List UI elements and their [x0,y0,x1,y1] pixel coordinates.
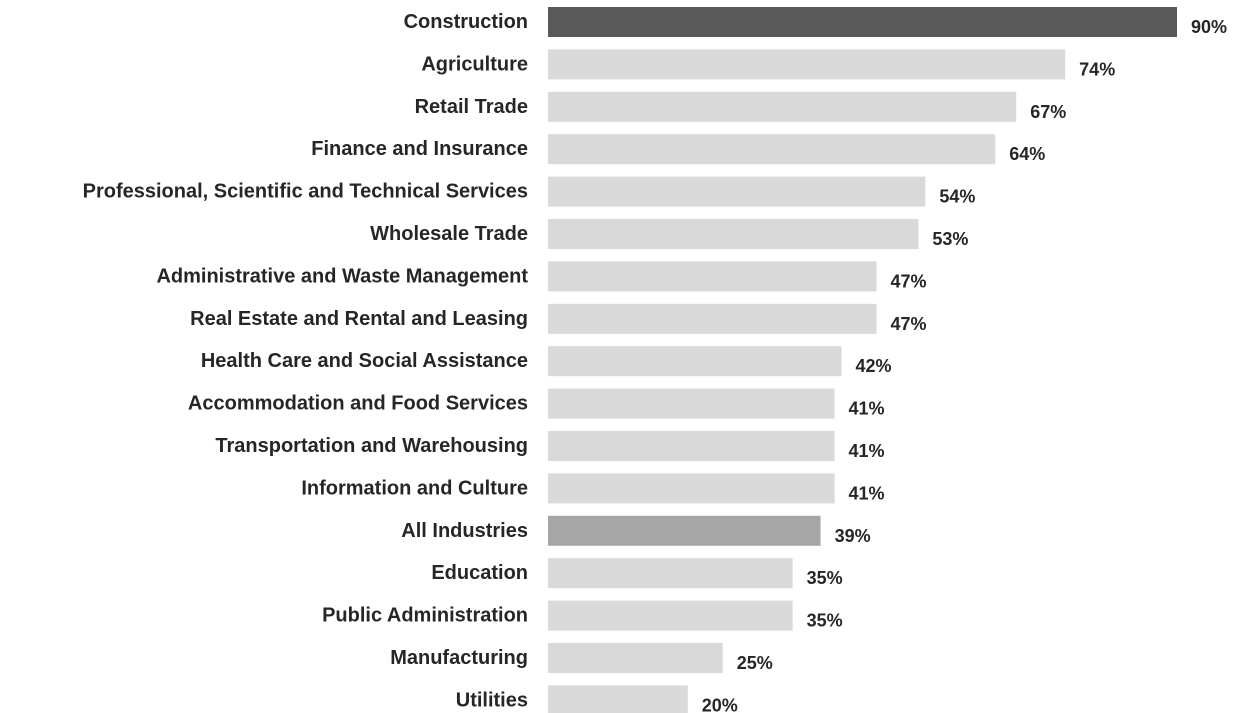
bar-row: Transportation and Warehousing 41% [215,431,885,461]
bar [548,219,919,249]
bar-row: Finance and Insurance 64% [311,134,1045,165]
bar-row: Education 35% [431,558,843,589]
bar [548,176,926,207]
bar-row: All Industries 39% [401,515,871,546]
bar-row: Utilities 20% [456,685,738,713]
bar [548,346,842,377]
category-label: Agriculture [421,53,528,75]
category-label: Education [431,562,528,584]
category-label: Utilities [456,689,528,711]
bar [548,685,688,713]
bar [548,7,1177,37]
bar-row: Information and Culture 41% [301,473,885,504]
bar-row: Real Estate and Rental and Leasing 47% [190,303,927,334]
bar [548,388,835,419]
bar-row: Wholesale Trade 53% [370,219,968,249]
category-label: Wholesale Trade [370,223,528,245]
category-label: Administrative and Waste Management [156,265,528,287]
bar-row: Professional, Scientific and Technical S… [83,176,975,207]
category-label: Retail Trade [415,96,528,118]
category-label: Finance and Insurance [311,138,528,160]
value-label: 20% [702,695,738,713]
category-label: Public Administration [322,605,528,627]
value-label: 64% [1009,144,1045,164]
bar-row: Retail Trade 67% [415,91,1066,122]
category-label: Real Estate and Rental and Leasing [190,308,528,330]
bar [548,261,877,292]
value-label: 35% [807,568,843,588]
value-label: 74% [1079,59,1115,79]
bar [548,303,877,334]
bar-row: Administrative and Waste Management 47% [156,261,927,292]
value-label: 67% [1030,102,1066,122]
bar-row: Construction 90% [404,7,1227,37]
bar-row: Public Administration 35% [322,600,843,631]
category-label: Construction [404,11,528,33]
value-label: 41% [849,483,885,503]
category-label: Manufacturing [390,647,528,669]
category-label: Professional, Scientific and Technical S… [83,181,528,203]
value-label: 35% [807,611,843,631]
bar [548,49,1066,80]
category-label: Accommodation and Food Services [188,393,528,415]
value-label: 53% [932,229,968,249]
value-label: 25% [737,653,773,673]
category-label: Health Care and Social Assistance [201,350,528,372]
bar [548,600,793,631]
value-label: 54% [939,187,975,207]
category-label: Information and Culture [301,477,528,499]
bar-row: Manufacturing 25% [390,643,773,673]
category-label: All Industries [401,520,528,542]
value-label: 41% [849,399,885,419]
bar [548,473,835,504]
category-label: Transportation and Warehousing [215,435,528,457]
bar-row: Agriculture 74% [421,49,1115,80]
value-label: 47% [890,271,926,291]
bar-row: Health Care and Social Assistance 42% [201,346,892,377]
value-label: 90% [1191,17,1227,37]
value-label: 41% [849,441,885,461]
value-label: 39% [835,526,871,546]
value-label: 47% [890,314,926,334]
bar [548,558,793,589]
bar [548,643,723,673]
bar [548,515,821,546]
value-label: 42% [856,356,892,376]
bar [548,91,1017,122]
bar-row: Accommodation and Food Services 41% [188,388,885,419]
bar [548,134,996,165]
bar [548,431,835,461]
